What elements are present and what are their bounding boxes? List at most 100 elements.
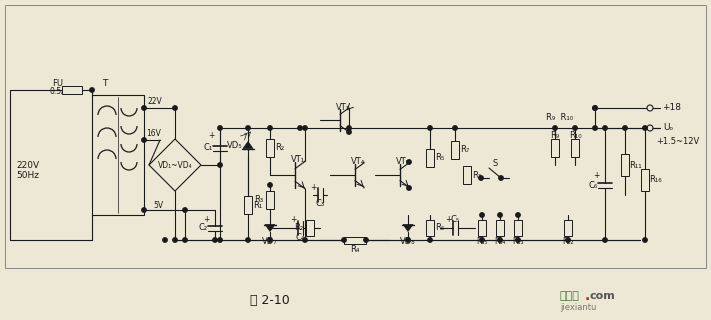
Circle shape [347, 126, 351, 130]
Circle shape [246, 126, 250, 130]
Text: +: + [208, 132, 214, 140]
Text: 50Hz: 50Hz [16, 171, 40, 180]
Bar [266, 139, 274, 157]
Text: VT₅: VT₅ [396, 157, 410, 166]
Text: VD₇: VD₇ [262, 236, 278, 245]
Text: R₁₄: R₁₄ [494, 236, 506, 245]
Text: VD₅: VD₅ [228, 140, 243, 149]
Polygon shape [243, 141, 253, 148]
Circle shape [428, 126, 432, 130]
Text: R₇: R₇ [461, 146, 470, 155]
Text: +: + [203, 215, 209, 225]
Text: C₆: C₆ [589, 180, 598, 189]
Circle shape [364, 238, 368, 242]
Text: R₅: R₅ [435, 154, 444, 163]
Circle shape [268, 126, 272, 130]
Text: R₁₃: R₁₃ [512, 236, 524, 245]
Text: 接线图: 接线图 [560, 291, 580, 301]
Circle shape [593, 106, 597, 110]
Circle shape [218, 126, 223, 130]
Bar [514, 220, 522, 236]
Text: com: com [589, 291, 615, 301]
Circle shape [298, 126, 302, 130]
Circle shape [218, 238, 223, 242]
Circle shape [407, 186, 411, 190]
Bar [244, 196, 252, 214]
Circle shape [163, 238, 167, 242]
Circle shape [498, 238, 502, 242]
Circle shape [406, 238, 410, 242]
Circle shape [593, 126, 597, 130]
Text: T: T [102, 78, 107, 87]
Circle shape [347, 130, 351, 134]
Circle shape [498, 213, 502, 217]
Text: VT₃: VT₃ [336, 102, 350, 111]
Text: C₂: C₂ [198, 223, 208, 233]
Text: S: S [493, 159, 498, 169]
Text: R₁₆: R₁₆ [648, 175, 661, 185]
Circle shape [218, 163, 223, 167]
Text: R₁₅: R₁₅ [476, 236, 488, 245]
Circle shape [498, 238, 502, 242]
Circle shape [603, 238, 607, 242]
Circle shape [515, 238, 520, 242]
Text: VD₁~VD₄: VD₁~VD₄ [158, 161, 192, 170]
Circle shape [573, 126, 577, 130]
Circle shape [566, 238, 570, 242]
Bar [92, 95, 144, 215]
Bar [426, 149, 434, 167]
Text: R₆: R₆ [435, 223, 444, 233]
Circle shape [480, 238, 483, 242]
Text: +: + [310, 182, 316, 191]
Circle shape [141, 208, 146, 212]
Text: +: + [445, 215, 451, 225]
Bar [641, 169, 649, 191]
Circle shape [141, 106, 146, 110]
Circle shape [499, 176, 503, 180]
Text: R₁₀: R₁₀ [569, 132, 582, 140]
Circle shape [603, 126, 607, 130]
Text: 图 2-10: 图 2-10 [250, 293, 290, 307]
Circle shape [246, 238, 250, 242]
Text: 22V: 22V [148, 98, 162, 107]
Text: R₉  R₁₀: R₉ R₁₀ [547, 114, 574, 123]
Bar [266, 191, 274, 209]
Text: Uₒ: Uₒ [663, 124, 673, 132]
Circle shape [90, 88, 94, 92]
Circle shape [480, 213, 484, 217]
Text: VT₁: VT₁ [291, 156, 305, 164]
Circle shape [183, 238, 187, 242]
Circle shape [643, 238, 647, 242]
Circle shape [303, 238, 307, 242]
Text: +1.5~12V: +1.5~12V [656, 138, 700, 147]
Text: R₃: R₃ [472, 171, 481, 180]
Text: +: + [593, 171, 599, 180]
Circle shape [173, 238, 177, 242]
Text: C₃: C₃ [316, 199, 324, 209]
Circle shape [342, 238, 346, 242]
Text: R₂: R₂ [294, 223, 304, 233]
Circle shape [552, 126, 557, 130]
Text: R₁₁: R₁₁ [629, 161, 641, 170]
Circle shape [623, 126, 627, 130]
Text: 5V: 5V [153, 201, 163, 210]
Text: R₁₂: R₁₂ [562, 236, 574, 245]
Polygon shape [403, 225, 413, 231]
Circle shape [479, 176, 483, 180]
Text: VD₈: VD₈ [400, 236, 416, 245]
Text: R₂: R₂ [275, 143, 284, 153]
Text: VT₄: VT₄ [351, 157, 365, 166]
Circle shape [407, 160, 411, 164]
Circle shape [480, 238, 484, 242]
Circle shape [303, 126, 307, 130]
Bar [426, 220, 434, 236]
Text: +: + [290, 215, 296, 225]
Bar [551, 139, 559, 157]
Text: jiexiantu: jiexiantu [560, 302, 597, 311]
Circle shape [593, 106, 597, 110]
Text: C₅: C₅ [450, 214, 459, 223]
Bar [5, 5, 706, 268]
Bar [478, 220, 486, 236]
Bar [451, 141, 459, 159]
Text: 220V: 220V [16, 161, 40, 170]
